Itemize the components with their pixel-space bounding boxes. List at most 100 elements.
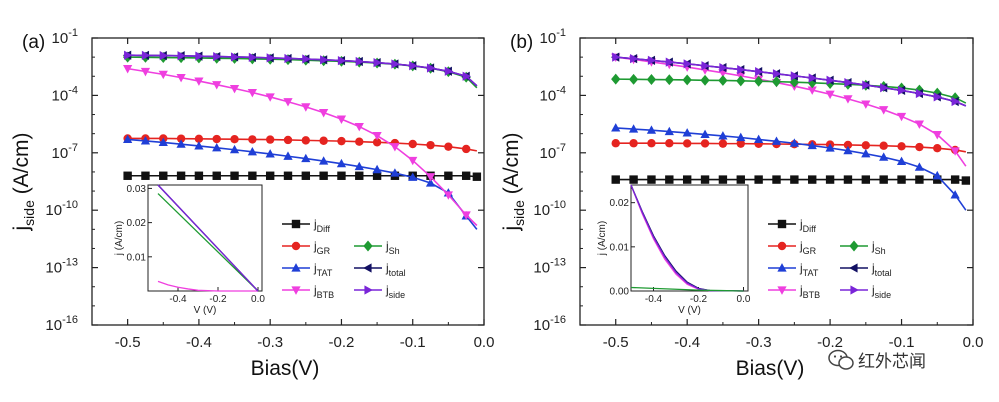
legend-label-sh: jSh <box>385 239 400 256</box>
data-point-side <box>302 54 311 64</box>
data-point-diff <box>647 175 656 184</box>
wechat-icon <box>828 349 854 370</box>
legend-label-total: jtotal <box>871 261 892 278</box>
legend: jDiff jGR jSh jTAT jtotal jBTB jside <box>768 217 892 300</box>
data-point-tat <box>319 156 329 165</box>
x-tick-label: -0.1 <box>889 334 915 351</box>
data-point-gr <box>265 135 275 144</box>
data-point-btb <box>914 120 925 129</box>
data-point-diff <box>629 175 638 184</box>
y-tick-label: 10-16 <box>533 314 566 334</box>
data-point-side <box>373 58 382 68</box>
data-point-side <box>772 69 782 79</box>
data-point-tat <box>914 162 925 171</box>
data-point-sh <box>754 75 764 87</box>
data-point-gr <box>736 139 745 148</box>
x-tick-label: -0.2 <box>329 334 355 351</box>
data-point-diff <box>879 175 888 184</box>
inset-chart: -0.4 -0.2 0.0 0.02 0.01 0.00 V (V) j (A/cm) <box>597 184 751 316</box>
inset-line-sh <box>157 193 259 292</box>
data-point-side <box>159 50 169 61</box>
data-point-btb <box>212 81 222 90</box>
data-point-gr <box>176 134 186 143</box>
data-point-side <box>230 52 240 62</box>
data-point-btb <box>425 173 436 182</box>
y-tick-label: 10-4 <box>52 84 78 104</box>
legend-label-side: jside <box>385 283 405 300</box>
data-point-gr <box>861 141 871 150</box>
data-point-tat <box>283 151 293 160</box>
x-tick-label: -0.1 <box>400 334 426 351</box>
data-point-tat <box>682 128 692 137</box>
y-tick-label: 10-7 <box>540 142 566 162</box>
data-point-diff <box>319 171 328 180</box>
data-point-btb <box>896 112 907 122</box>
y-tick-label: 10-1 <box>540 27 566 47</box>
data-point-diff <box>176 171 186 180</box>
data-point-tat <box>896 156 907 165</box>
data-point-diff <box>141 171 150 180</box>
inset-line-sh <box>630 286 744 292</box>
series-line-btb <box>615 56 967 167</box>
data-point-tat <box>140 136 151 145</box>
data-point-side <box>213 51 222 62</box>
inset-x-axis-label: V (V) <box>678 305 701 316</box>
data-point-side <box>915 88 925 99</box>
data-point-side <box>612 52 621 62</box>
data-point-diff <box>861 175 871 184</box>
data-point-tat <box>247 147 257 156</box>
data-point-sh <box>825 78 835 89</box>
data-point-gr <box>461 144 471 154</box>
data-point-btb <box>390 143 400 152</box>
inset-x-tick-label: -0.2 <box>690 294 708 305</box>
data-point-diff <box>961 176 971 185</box>
data-point-btb <box>176 74 186 83</box>
data-point-btb <box>123 65 133 74</box>
data-point-tat <box>754 134 764 143</box>
legend-marker-side <box>850 285 859 295</box>
inset-chart: -0.4 -0.2 0.0 0.03 0.02 0.01 V (V) j (A/cm) <box>114 184 265 316</box>
x-tick-label: -0.4 <box>674 334 700 351</box>
data-point-gr <box>283 135 293 145</box>
y-tick-label: 10-1 <box>52 27 78 47</box>
legend-label-side: jside <box>871 283 891 300</box>
y-axis-label: jside (A/cm) <box>500 132 527 231</box>
data-point-side <box>444 66 454 76</box>
data-point-btb <box>950 147 960 156</box>
data-point-side <box>665 57 675 67</box>
legend-label-gr: jGR <box>313 239 331 256</box>
data-point-gr <box>682 139 692 148</box>
legend-label-tat: jTAT <box>799 261 819 278</box>
data-point-side <box>737 64 746 75</box>
inset-x-tick-label: -0.4 <box>169 294 187 305</box>
legend-marker-total <box>363 263 372 273</box>
data-point-diff <box>123 171 132 180</box>
data-point-diff <box>790 175 799 184</box>
data-point-diff <box>682 175 692 184</box>
inset-y-tick-label: 0.01 <box>610 242 630 253</box>
inset-y-tick-label: 0.03 <box>127 184 147 195</box>
data-point-diff <box>843 175 853 184</box>
inset-x-tick-label: -0.4 <box>645 294 663 305</box>
legend-label-diff: jDiff <box>313 217 331 234</box>
watermark-text: 红外芯闻 <box>858 352 926 372</box>
data-point-side <box>177 51 186 61</box>
x-tick-label: -0.2 <box>817 334 843 351</box>
legend-marker-diff <box>777 219 787 229</box>
legend-marker-side <box>364 285 373 295</box>
x-tick-label: 0.0 <box>963 334 984 351</box>
data-point-diff <box>283 171 293 180</box>
data-point-gr <box>933 144 942 153</box>
data-point-side <box>844 77 853 88</box>
data-point-diff <box>754 175 763 184</box>
data-point-side <box>647 55 657 66</box>
data-point-side <box>141 50 151 61</box>
data-point-gr <box>665 139 674 148</box>
data-point-gr <box>611 139 620 148</box>
data-point-tat <box>664 126 674 136</box>
data-point-gr <box>897 142 906 151</box>
data-point-side <box>284 53 293 64</box>
legend-label-diff: jDiff <box>799 217 817 234</box>
data-point-tat <box>861 148 871 158</box>
